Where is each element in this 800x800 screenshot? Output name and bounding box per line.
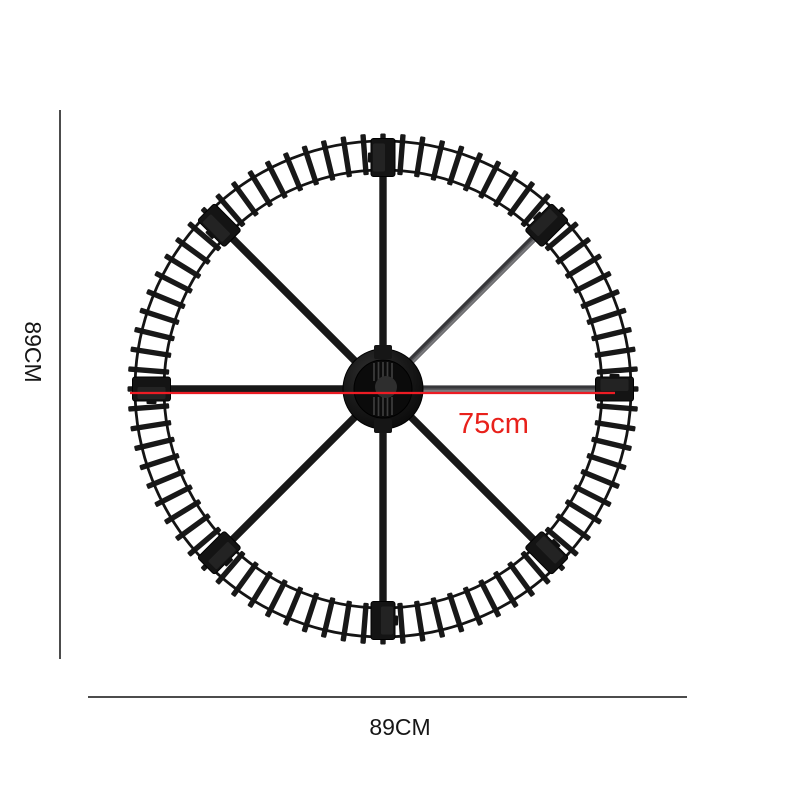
- svg-text:89CM: 89CM: [20, 321, 46, 382]
- svg-text:89CM: 89CM: [369, 714, 430, 740]
- svg-text:75cm: 75cm: [458, 408, 529, 440]
